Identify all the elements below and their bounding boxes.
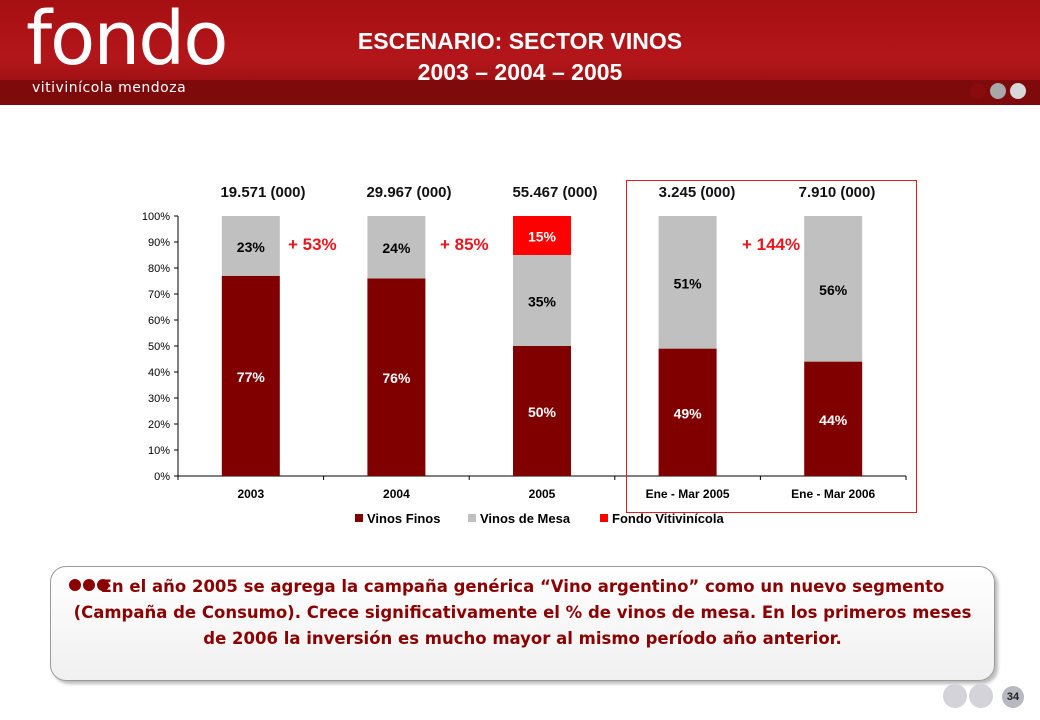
header-dot-icon — [990, 83, 1006, 99]
data-label: 56% — [819, 282, 848, 298]
legend-swatch — [600, 514, 608, 522]
legend-label: Vinos de Mesa — [480, 511, 571, 526]
growth-label: + 85% — [440, 235, 489, 254]
bar-segment — [658, 348, 717, 476]
bar-segment — [367, 278, 426, 476]
slide-subtitle: 2003 – 2004 – 2005 — [417, 59, 623, 85]
bar-segment — [367, 216, 426, 279]
header-dots — [966, 83, 1026, 104]
footer-dots — [943, 684, 995, 713]
data-label: 44% — [819, 412, 848, 428]
y-tick-label: 0% — [154, 471, 170, 483]
y-tick-label: 40% — [148, 367, 170, 379]
data-label: 51% — [674, 275, 703, 291]
total-label: 19.571 (000) — [220, 184, 306, 201]
bar-segment — [658, 216, 717, 349]
bar-segment — [221, 216, 280, 276]
bar-segment — [804, 361, 863, 476]
y-tick-label: 10% — [148, 445, 170, 457]
y-tick-label: 60% — [148, 315, 170, 327]
data-label: 49% — [674, 405, 703, 421]
data-label: 24% — [382, 240, 411, 256]
total-label: 55.467 (000) — [512, 184, 598, 201]
legend-label: Vinos Finos — [367, 511, 440, 526]
note-box: En el año 2005 se agrega la campaña gené… — [50, 566, 995, 681]
stacked-bar-chart: 0% 10% 20% 30% 40% 50% 60% 70% 80% 90% 100% 77% 23% 2… — [142, 211, 907, 526]
legend-swatch — [468, 514, 476, 522]
logo-subtitle: vitivinícola mendoza — [32, 80, 187, 96]
header-banner: fondo vitivinícola mendoza ESCENARIO: SE… — [0, 0, 1040, 105]
data-label: 77% — [237, 369, 266, 385]
x-tick-label: 2004 — [383, 487, 410, 501]
y-tick-label: 20% — [148, 419, 170, 431]
data-label: 23% — [237, 239, 266, 255]
highlight-box — [626, 180, 917, 513]
bar-segment — [513, 216, 571, 255]
header-dot-icon — [970, 83, 986, 99]
bar-segment — [513, 346, 571, 476]
total-label: 3.245 (000) — [658, 184, 736, 201]
bar-segment — [513, 255, 571, 346]
bullet-dots — [69, 578, 111, 596]
x-tick-label: 2005 — [529, 487, 556, 501]
bullet-dot-icon — [83, 579, 95, 591]
x-tick-label: 2003 — [237, 487, 264, 501]
y-tick-label: 30% — [148, 393, 170, 405]
bar-segment — [804, 216, 863, 362]
total-label: 29.967 (000) — [366, 184, 452, 201]
growth-label: + 144% — [742, 235, 801, 254]
growth-label: + 53% — [288, 235, 337, 254]
note-text: En el año 2005 se agrega la campaña gené… — [73, 577, 972, 648]
y-tick-label: 70% — [148, 289, 170, 301]
x-tick-label: Ene - Mar 2006 — [791, 487, 875, 501]
y-tick-label: 80% — [148, 263, 170, 275]
data-label: 76% — [382, 370, 411, 386]
y-tick-label: 90% — [148, 237, 170, 249]
data-label: 15% — [528, 229, 557, 245]
legend-label: Fondo Vitivinícola — [612, 511, 724, 526]
legend-swatch — [355, 514, 363, 522]
page-number: 34 — [1002, 686, 1024, 708]
slide-title: ESCENARIO: SECTOR VINOS — [357, 28, 683, 54]
bar-segment — [221, 275, 280, 476]
x-tick-label: Ene - Mar 2005 — [646, 487, 730, 501]
footer-dot-icon — [969, 684, 993, 708]
footer-dot-icon — [943, 684, 967, 708]
bullet-dot-icon — [69, 579, 81, 591]
bullet-dot-icon — [97, 579, 109, 591]
data-label: 50% — [528, 404, 557, 420]
header-dot-icon — [1010, 83, 1026, 99]
total-label: 7.910 (000) — [798, 184, 876, 201]
y-tick-label: 100% — [142, 211, 170, 223]
header-band — [0, 80, 1040, 105]
logo: fondo — [26, 0, 228, 82]
data-label: 35% — [528, 294, 557, 310]
y-tick-label: 50% — [148, 341, 170, 353]
